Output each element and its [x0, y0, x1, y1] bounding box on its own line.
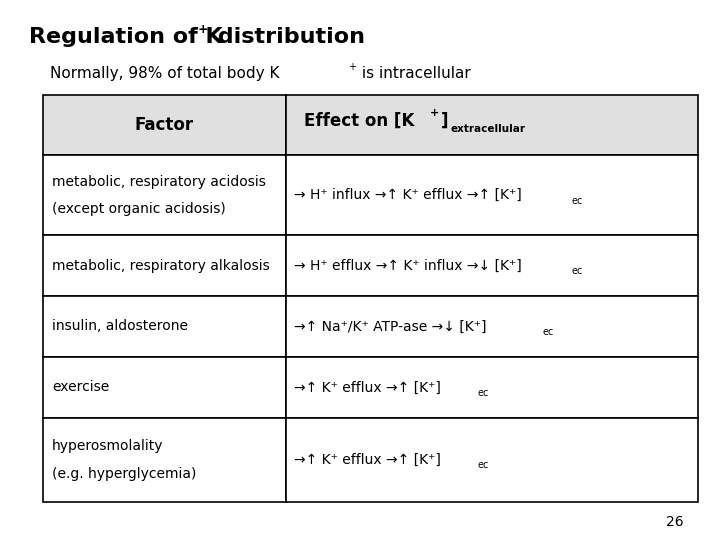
Text: ec: ec	[572, 266, 582, 276]
Text: insulin, aldosterone: insulin, aldosterone	[52, 320, 188, 334]
Text: distribution: distribution	[210, 27, 365, 47]
Text: (except organic acidosis): (except organic acidosis)	[52, 202, 225, 216]
Text: →↑ K⁺ efflux →↑ [K⁺]: →↑ K⁺ efflux →↑ [K⁺]	[294, 380, 441, 394]
Text: +: +	[348, 62, 356, 72]
Text: exercise: exercise	[52, 380, 109, 394]
Text: →↑ K⁺ efflux →↑ [K⁺]: →↑ K⁺ efflux →↑ [K⁺]	[294, 453, 441, 467]
Text: ec: ec	[543, 327, 554, 337]
Text: →↑ Na⁺/K⁺ ATP-ase →↓ [K⁺]: →↑ Na⁺/K⁺ ATP-ase →↓ [K⁺]	[294, 320, 487, 334]
Text: → H⁺ efflux →↑ K⁺ influx →↓ [K⁺]: → H⁺ efflux →↑ K⁺ influx →↓ [K⁺]	[294, 259, 522, 273]
Text: is intracellular: is intracellular	[357, 66, 471, 81]
Text: +: +	[431, 108, 440, 118]
Text: ec: ec	[572, 195, 582, 206]
Text: metabolic, respiratory alkalosis: metabolic, respiratory alkalosis	[52, 259, 269, 273]
Text: Factor: Factor	[135, 116, 194, 134]
Text: (e.g. hyperglycemia): (e.g. hyperglycemia)	[52, 467, 197, 481]
Text: ec: ec	[478, 388, 489, 398]
Text: ]: ]	[441, 112, 449, 130]
Text: +: +	[197, 23, 208, 36]
Text: Regulation of K: Regulation of K	[29, 27, 222, 47]
Text: ec: ec	[478, 461, 489, 470]
Text: Effect on [K: Effect on [K	[304, 112, 414, 130]
Text: metabolic, respiratory acidosis: metabolic, respiratory acidosis	[52, 175, 266, 188]
Text: hyperosmolality: hyperosmolality	[52, 438, 163, 453]
Text: Normally, 98% of total body K: Normally, 98% of total body K	[50, 66, 280, 81]
Text: → H⁺ influx →↑ K⁺ efflux →↑ [K⁺]: → H⁺ influx →↑ K⁺ efflux →↑ [K⁺]	[294, 188, 522, 202]
Text: extracellular: extracellular	[451, 124, 526, 134]
Text: 26: 26	[667, 515, 684, 529]
